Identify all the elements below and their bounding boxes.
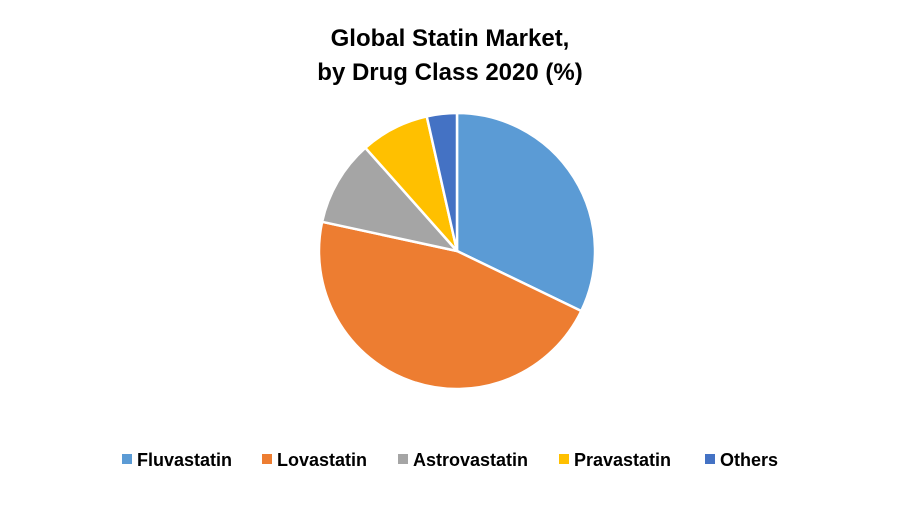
pie-slices <box>317 111 597 391</box>
legend-label: Astrovastatin <box>413 450 528 470</box>
legend-item-pravastatin: Pravastatin <box>559 450 671 470</box>
legend-item-others: Others <box>705 450 778 470</box>
chart-title: Global Statin Market, <box>331 25 570 52</box>
legend-label: Fluvastatin <box>137 450 232 470</box>
legend-swatch <box>262 454 272 464</box>
legend-swatch <box>559 454 569 464</box>
pie-slice-astrovastatin <box>320 146 461 254</box>
chart-legend: Fluvastatin Lovastatin Astrovastatin Pravas… <box>122 450 778 470</box>
legend-item-fluvastatin: Fluvastatin <box>122 450 232 470</box>
chart-subtitle: by Drug Class 2020 (%) <box>317 59 582 86</box>
legend-swatch <box>122 454 132 464</box>
pie-slice-lovastatin <box>317 220 583 391</box>
legend-label: Others <box>720 450 778 470</box>
legend-swatch <box>398 454 408 464</box>
legend-item-astrovastatin: Astrovastatin <box>398 450 528 470</box>
legend-item-lovastatin: Lovastatin <box>262 450 367 470</box>
pie-slice-fluvastatin <box>455 111 597 313</box>
legend-label: Pravastatin <box>574 450 671 470</box>
pie-slice-others <box>425 111 459 252</box>
legend-label: Lovastatin <box>277 450 367 470</box>
legend-swatch <box>705 454 715 464</box>
